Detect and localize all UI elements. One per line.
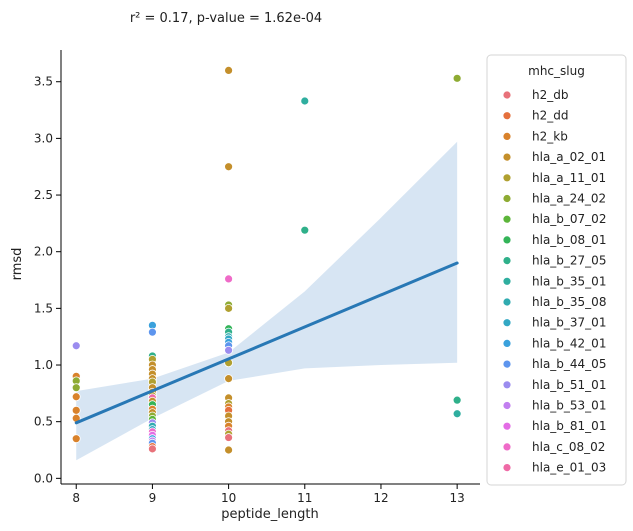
legend-label: hla_b_37_01 [532, 316, 606, 330]
data-point [224, 445, 234, 455]
data-point [300, 96, 310, 106]
legend-marker [502, 318, 512, 328]
legend-title: mhc_slug [528, 64, 585, 78]
axes: 8 9 10 11 12 13 0.0 0.5 1.0 1.5 2.0 2.5 3.0 3.5 [34, 50, 480, 505]
x-tick-label: 12 [373, 491, 388, 505]
legend-label: hla_b_35_08 [532, 295, 606, 309]
data-point [452, 409, 462, 419]
legend-label: hla_a_11_01 [532, 171, 606, 185]
y-tick-label: 1.5 [34, 301, 53, 315]
confidence-band [76, 141, 458, 461]
legend-label: hla_b_44_05 [532, 357, 606, 371]
legend-marker [502, 152, 512, 162]
y-tick-label: 0.0 [34, 471, 53, 485]
legend-marker [502, 338, 512, 348]
x-tick-label: 10 [221, 491, 236, 505]
legend-label: h2_db [532, 88, 568, 102]
legend-label: hla_c_08_02 [532, 440, 605, 454]
data-point [71, 383, 81, 393]
scatter-points-layer [71, 65, 462, 455]
regression-line-layer [74, 261, 459, 425]
legend-label: hla_b_07_02 [532, 212, 606, 226]
legend-label: hla_e_01_03 [532, 461, 606, 475]
legend-marker [502, 276, 512, 286]
confidence-band-layer [76, 141, 458, 461]
y-tick-label: 0.5 [34, 415, 53, 429]
legend-marker [502, 401, 512, 410]
data-point [71, 392, 81, 402]
data-point [148, 444, 157, 454]
legend-marker [502, 421, 512, 431]
legend-label: hla_a_02_01 [532, 150, 606, 164]
x-axis-label: peptide_length [221, 507, 318, 522]
data-point [224, 433, 234, 442]
data-point [452, 73, 462, 83]
data-point [148, 327, 157, 337]
legend-marker [502, 442, 512, 452]
legend-label: hla_b_08_01 [532, 233, 606, 247]
y-tick-label: 2.0 [34, 245, 53, 259]
legend-marker [502, 214, 512, 224]
legend: mhc_slug h2_db h2_dd h2_kb hla_a_02_01 hla_a_… [486, 54, 627, 486]
data-point [300, 225, 310, 235]
legend-label: hla_a_24_02 [532, 192, 606, 206]
legend-marker [502, 194, 512, 203]
y-tick-label: 3.0 [34, 131, 53, 145]
legend-label: hla_b_35_01 [532, 274, 606, 288]
legend-marker [502, 297, 512, 307]
data-point [71, 405, 81, 415]
legend-label: hla_b_81_01 [532, 419, 606, 433]
data-point [224, 274, 234, 284]
x-tick-label: 9 [149, 491, 157, 505]
y-tick-label: 1.0 [34, 358, 53, 372]
data-point [224, 162, 234, 172]
legend-label: h2_dd [532, 109, 568, 123]
legend-box [486, 54, 627, 486]
x-tick-label: 13 [450, 491, 465, 505]
legend-label: h2_kb [532, 129, 568, 143]
x-tick-label: 11 [297, 491, 312, 505]
y-tick-label: 3.5 [34, 75, 53, 89]
data-point [452, 395, 462, 405]
regression-line [74, 261, 459, 425]
legend-label: hla_b_51_01 [532, 378, 606, 392]
y-axis-label: rmsd [10, 248, 25, 281]
data-point [224, 303, 234, 313]
legend-marker [502, 131, 512, 141]
legend-marker [502, 111, 512, 121]
legend-marker [502, 380, 512, 390]
x-tick-label: 8 [72, 491, 80, 505]
data-point [224, 345, 234, 355]
data-point [71, 341, 81, 351]
legend-marker [502, 235, 512, 245]
legend-label: hla_b_53_01 [532, 399, 606, 413]
y-tick-label: 2.5 [34, 188, 53, 202]
data-point [224, 374, 234, 384]
data-point [224, 65, 234, 75]
legend-marker [502, 463, 512, 473]
legend-label: hla_b_27_05 [532, 254, 606, 268]
chart-title: r² = 0.17, p-value = 1.62e-04 [130, 11, 322, 26]
legend-marker [502, 90, 512, 100]
data-point [71, 434, 81, 444]
legend-marker [502, 359, 512, 369]
legend-marker [502, 256, 512, 266]
legend-label: hla_b_42_01 [532, 336, 606, 350]
legend-marker [502, 173, 512, 183]
